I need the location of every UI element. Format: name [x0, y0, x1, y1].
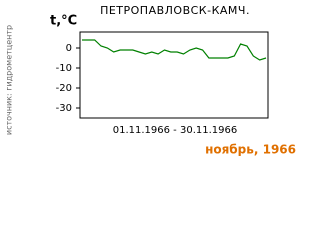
y-tick-label: 0 — [66, 43, 72, 54]
y-tick-label: -30 — [56, 103, 72, 114]
y-axis-label: t,°C — [50, 14, 77, 29]
chart-title: ПЕТРОПАВЛОВСК-КАМЧ. — [100, 4, 250, 17]
x-axis-label: 01.11.1966 - 30.11.1966 — [113, 125, 237, 136]
y-tick-label: -10 — [56, 63, 72, 74]
y-tick-label: -20 — [56, 83, 72, 94]
temperature-line — [82, 39, 267, 61]
source-label: источник: гидрометцентр — [5, 25, 14, 135]
chart: ПЕТРОПАВЛОВСК-КАМЧ. t,°C источник: гидро… — [5, 4, 297, 157]
plot-frame — [79, 31, 269, 119]
period-label: ноябрь, 1966 — [205, 143, 296, 157]
